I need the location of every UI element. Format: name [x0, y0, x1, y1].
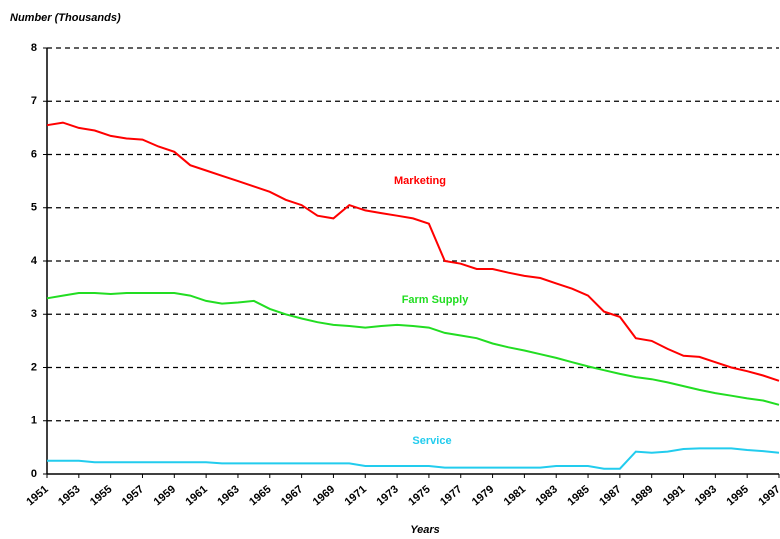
x-tick-label: 1959: [152, 483, 178, 508]
x-tick-label: 1985: [565, 483, 591, 508]
series-label: Service: [412, 435, 451, 447]
x-tick-label: 1961: [183, 483, 209, 508]
x-tick-label: 1989: [629, 483, 655, 508]
x-tick-label: 1973: [374, 483, 400, 508]
x-tick-label: 1987: [597, 483, 623, 508]
x-axis-label: Years: [410, 524, 440, 536]
x-tick-label: 1971: [343, 483, 369, 508]
y-tick-label: 8: [31, 42, 37, 54]
x-tick-label: 1995: [725, 483, 751, 508]
series-label: Marketing: [394, 175, 446, 187]
x-tick-label: 1991: [661, 483, 687, 508]
x-tick-label: 1969: [311, 483, 337, 508]
x-tick-label: 1977: [438, 483, 464, 508]
y-tick-label: 0: [31, 468, 37, 480]
y-tick-label: 5: [31, 202, 37, 214]
y-tick-label: 6: [31, 148, 37, 160]
x-tick-label: 1983: [534, 483, 560, 508]
chart-title: Number (Thousands): [10, 12, 121, 24]
x-tick-label: 1975: [406, 483, 432, 508]
x-tick-label: 1955: [88, 483, 114, 508]
series-line: [46, 292, 780, 406]
series-label: Farm Supply: [402, 294, 470, 306]
series-line: [47, 447, 780, 470]
y-tick-label: 2: [31, 361, 37, 373]
y-tick-label: 3: [31, 308, 37, 320]
x-tick-label: 1979: [470, 483, 496, 508]
x-tick-label: 1951: [24, 483, 50, 508]
x-tick-label: 1965: [247, 483, 273, 508]
x-tick-label: 1963: [215, 483, 241, 508]
x-tick-label: 1953: [56, 483, 82, 508]
y-tick-label: 7: [31, 95, 37, 107]
x-tick-label: 1957: [120, 483, 146, 508]
y-tick-label: 4: [31, 255, 38, 267]
x-tick-label: 1981: [502, 483, 528, 508]
x-tick-label: 1993: [693, 483, 719, 508]
series-line: [46, 121, 780, 382]
x-tick-label: 1967: [279, 483, 305, 508]
y-tick-label: 1: [31, 415, 37, 427]
x-tick-label: 1997: [756, 483, 780, 508]
